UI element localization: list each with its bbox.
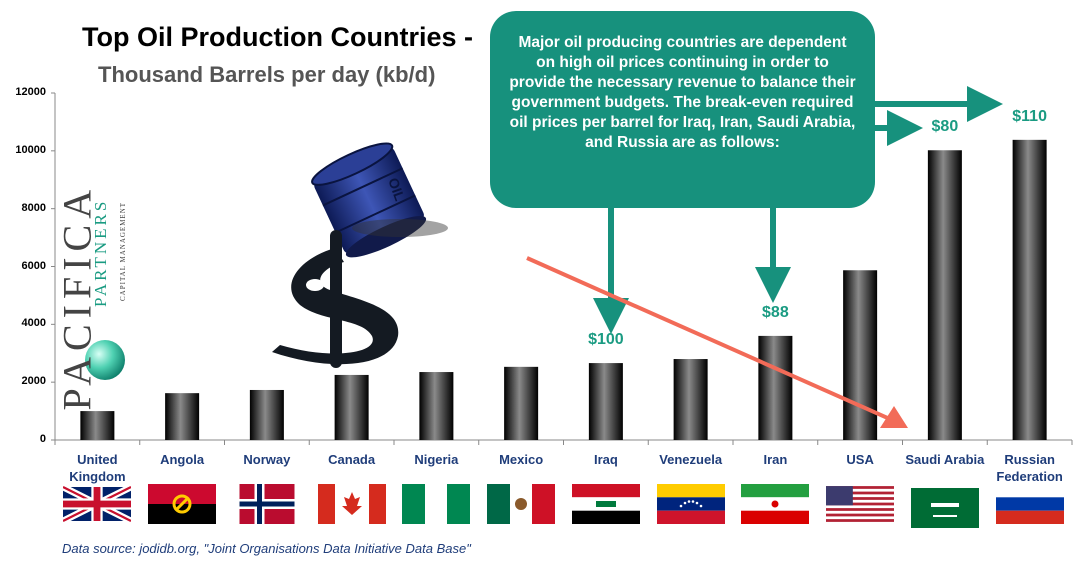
logo-third-text: CAPITAL MANAGEMENT	[119, 201, 127, 301]
uk-flag-icon	[63, 484, 132, 524]
category-label: Norway	[243, 452, 291, 467]
canada-flag-icon	[317, 484, 386, 524]
chart-subtitle: Thousand Barrels per day (kb/d)	[98, 62, 436, 87]
bar-norway	[249, 389, 284, 440]
angola-flag-icon	[148, 484, 217, 524]
bar-united-kingdom	[80, 411, 115, 440]
nigeria-flag-icon	[402, 484, 471, 524]
bar-canada	[334, 374, 369, 440]
data-source: Data source: jodidb.org, "Joint Organisa…	[62, 541, 471, 556]
category-label: Saudi Arabia	[905, 452, 985, 467]
barrel-label: OIL	[385, 176, 408, 204]
norway-flag-icon	[233, 484, 301, 524]
logo-second-text: PARTNERS	[91, 198, 110, 307]
callout-arrows	[593, 86, 1003, 334]
callout-box: Major oil producing countries are depend…	[490, 11, 875, 208]
trend-arrow	[526, 256, 908, 428]
category-label: Angola	[160, 452, 205, 467]
price-annotation: $100	[588, 331, 624, 349]
bar-iran	[758, 335, 793, 440]
callout-text: Major oil producing countries are depend…	[509, 34, 856, 151]
bar-usa	[843, 270, 878, 440]
bar-iraq	[588, 363, 623, 440]
y-tick-label: 6000	[21, 259, 46, 272]
bar-russian-federation	[1012, 139, 1047, 440]
logo: PACIFICA PARTNERS CAPITAL MANAGEMENT	[50, 182, 150, 411]
category-label: Venezuela	[659, 452, 723, 467]
logo-bubble-icon	[85, 340, 125, 380]
bar-venezuela	[673, 359, 708, 440]
category-label: United Kingdom	[69, 452, 126, 484]
category-label: Russian Federation	[996, 452, 1063, 484]
usa-flag-icon	[826, 484, 895, 524]
y-tick-label: 12000	[15, 86, 46, 98]
category-label: Iraq	[593, 452, 618, 467]
venezuela-flag-icon	[656, 484, 725, 524]
category-label: Mexico	[499, 452, 544, 467]
price-annotation: $80	[931, 118, 959, 136]
bar-mexico	[504, 366, 539, 440]
y-tick-label: 4000	[21, 317, 46, 330]
y-tick-label: 0	[39, 433, 46, 445]
saudi-arabia-flag-icon	[910, 488, 979, 528]
price-annotation: $110	[1012, 107, 1047, 125]
chart-title: Top Oil Production Countries -	[82, 22, 473, 52]
bar-angola	[165, 393, 200, 440]
pacifica-logo	[85, 340, 125, 380]
iran-flag-icon	[741, 484, 810, 524]
iraq-flag-icon	[571, 484, 640, 524]
bar-nigeria	[419, 372, 454, 440]
price-annotation: $88	[762, 303, 789, 321]
category-label: Canada	[328, 452, 376, 467]
category-label: Nigeria	[414, 452, 459, 467]
category-label: Iran	[763, 452, 788, 467]
mexico-flag-icon	[487, 484, 556, 524]
y-tick-label: 8000	[21, 201, 46, 214]
y-tick-label: 10000	[15, 143, 46, 156]
y-tick-label: 2000	[21, 375, 46, 388]
category-label: USA	[846, 452, 874, 467]
oil-barrel-icon: OIL	[311, 142, 448, 258]
oil-spill-dollar-icon	[272, 230, 399, 368]
bar-saudi-arabia	[927, 150, 962, 440]
russia-flag-icon	[995, 484, 1064, 524]
